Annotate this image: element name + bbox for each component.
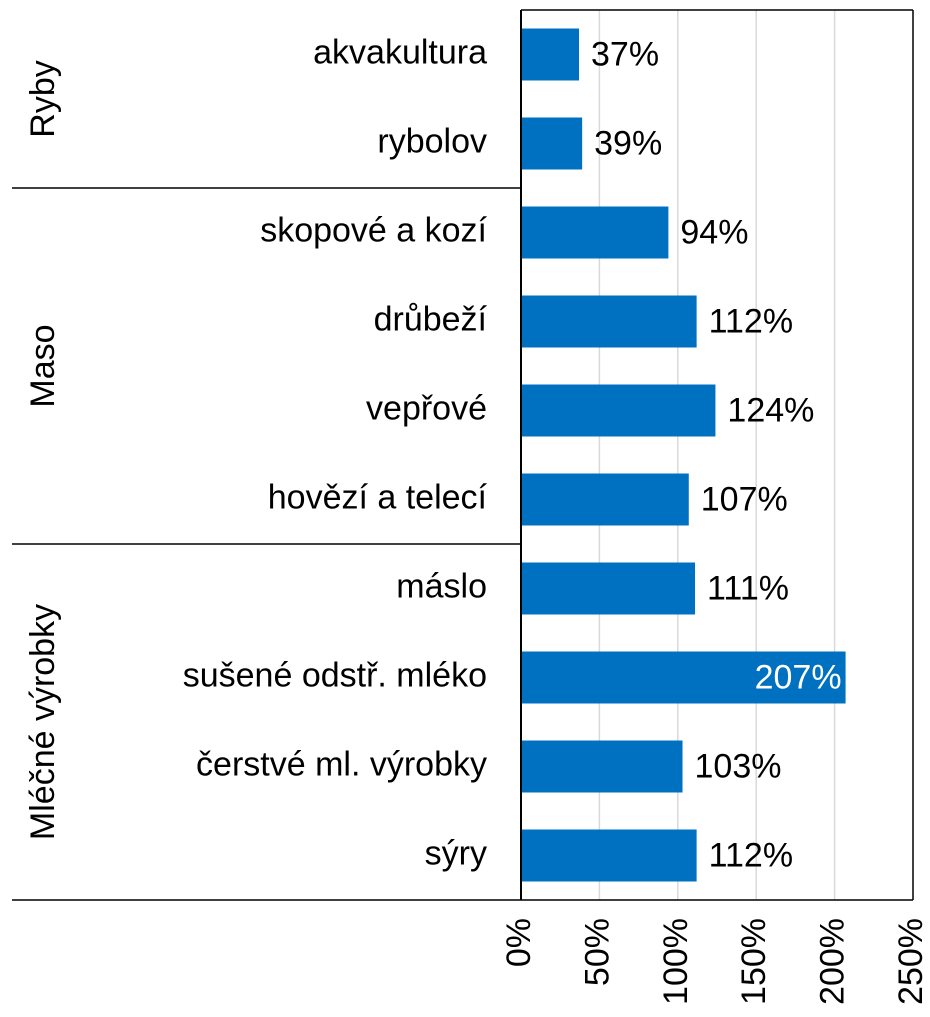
- x-tick-label: 100%: [657, 918, 695, 1005]
- x-tick-label: 0%: [500, 918, 538, 967]
- x-tick-label: 250%: [892, 918, 930, 1005]
- category-label: skopové a kozí: [260, 211, 487, 249]
- bar: [521, 562, 696, 615]
- data-label: 112%: [709, 836, 793, 874]
- group-label: Mléčné výrobky: [24, 604, 62, 840]
- bar: [521, 473, 689, 526]
- category-label: hovězí a telecí: [268, 478, 488, 516]
- data-label: 103%: [695, 747, 782, 785]
- x-tick-label: 200%: [814, 918, 852, 1005]
- category-label: vepřové: [366, 389, 487, 427]
- data-label: 112%: [709, 302, 793, 340]
- x-tick-label: 150%: [735, 918, 773, 1005]
- bar: [521, 740, 683, 793]
- data-label: 107%: [701, 480, 788, 518]
- data-label: 94%: [680, 213, 748, 251]
- category-label: sušené odstř. mléko: [183, 656, 487, 694]
- data-label: 37%: [591, 35, 659, 73]
- data-label: 39%: [594, 124, 662, 162]
- category-label: drůbeží: [374, 300, 488, 338]
- bar: [521, 295, 697, 348]
- group-label: Ryby: [24, 60, 62, 137]
- bar: [521, 28, 580, 81]
- category-label: čerstvé ml. výrobky: [196, 745, 487, 783]
- bar: [521, 384, 716, 437]
- category-label: sýry: [425, 834, 487, 872]
- category-label: máslo: [396, 567, 487, 605]
- x-tick-label: 50%: [578, 918, 616, 986]
- bar: [521, 829, 697, 882]
- category-label: akvakultura: [313, 33, 487, 71]
- data-label: 124%: [727, 391, 814, 429]
- group-label: Maso: [24, 324, 62, 407]
- category-label: rybolov: [377, 122, 487, 160]
- bar: [521, 206, 669, 259]
- data-label: 111%: [707, 569, 789, 607]
- data-label: 207%: [755, 658, 842, 696]
- bar: [521, 651, 846, 704]
- bar: [521, 117, 583, 170]
